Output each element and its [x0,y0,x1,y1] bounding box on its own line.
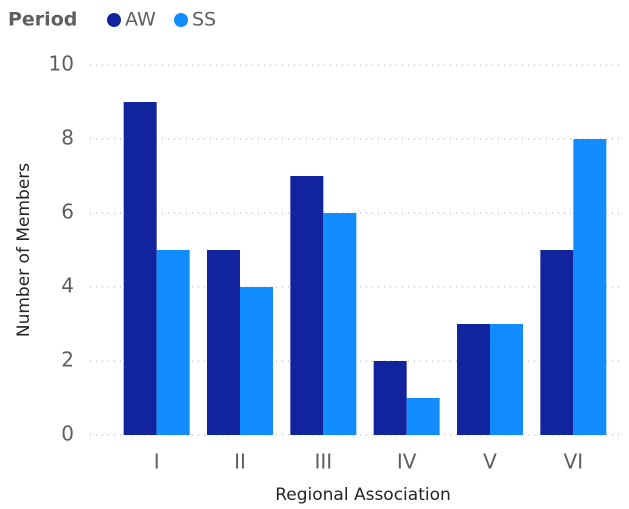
x-tick-label: IV [397,450,417,474]
legend-marker [107,13,121,27]
x-axis-title: Regional Association [275,485,451,505]
y-tick-label: 2 [61,348,74,372]
x-tick-label: III [314,450,332,474]
x-tick-label: I [154,450,160,474]
bar [240,287,273,435]
legend-label: AW [125,9,156,31]
bar [373,361,407,435]
legend-label: SS [192,9,216,31]
bar [290,176,324,435]
x-tick-label: II [234,450,246,474]
bar [207,250,240,435]
y-axis-title: Number of Members [14,163,34,337]
bar [406,398,440,435]
x-tick-label: V [483,450,497,474]
y-tick-label: 6 [61,200,74,224]
bar [573,139,607,435]
bar [490,324,523,435]
y-tick-label: 4 [61,274,74,298]
bar [457,324,490,435]
y-tick-label: 0 [61,422,74,446]
x-tick-label: VI [564,450,584,474]
bar [123,102,157,435]
y-tick-label: 8 [61,126,74,150]
bar [323,213,357,435]
y-tick-label: 10 [49,52,74,76]
bar [156,250,190,435]
legend-marker [174,13,188,27]
bar [540,250,574,435]
legend-title: Period [8,9,77,31]
